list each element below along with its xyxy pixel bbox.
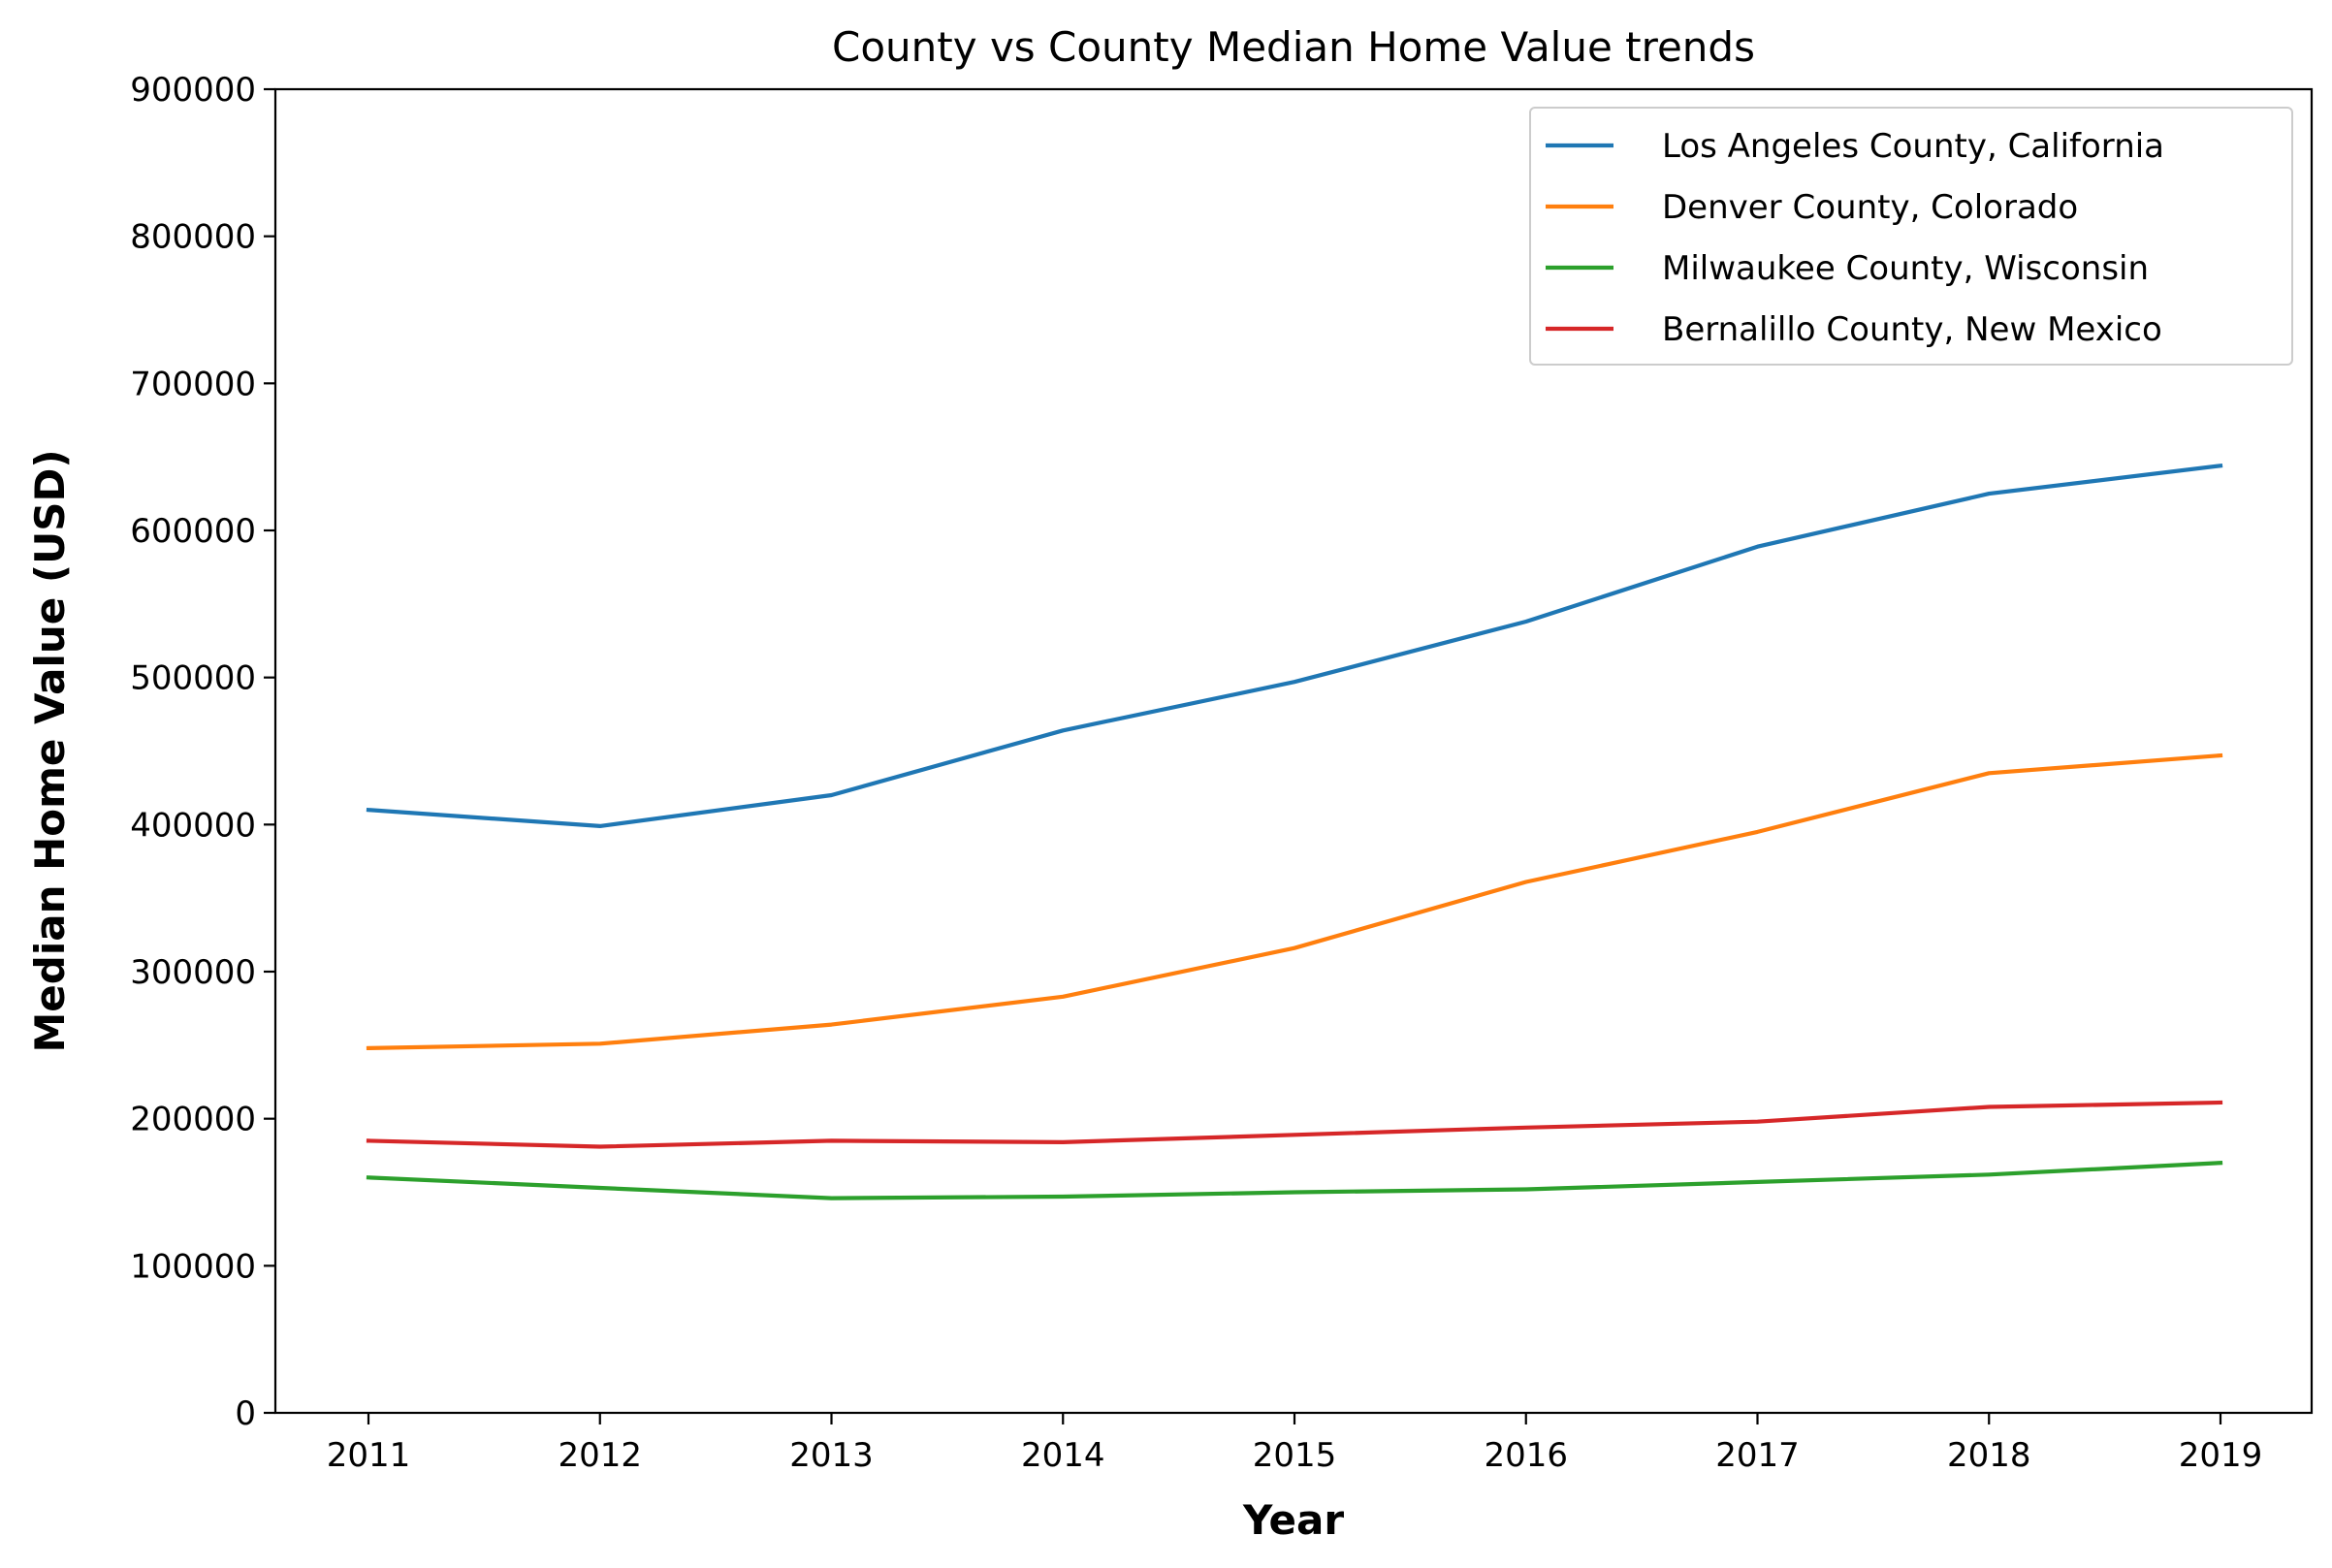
- y-tick-label: 700000: [130, 365, 256, 403]
- chart-title: County vs County Median Home Value trend…: [832, 23, 1755, 71]
- y-tick-label: 900000: [130, 71, 256, 110]
- legend-entry: Milwaukee County, Wisconsin: [1662, 249, 2149, 288]
- x-tick-label: 2012: [558, 1436, 642, 1475]
- x-tick-label: 2018: [1947, 1436, 2031, 1475]
- y-tick-label: 100000: [130, 1247, 256, 1286]
- legend-entry: Denver County, Colorado: [1662, 188, 2078, 227]
- y-tick-label: 600000: [130, 512, 256, 551]
- series-line-2: [366, 1160, 2223, 1200]
- x-tick-label: 2014: [1021, 1436, 1105, 1475]
- x-tick-label: 2015: [1253, 1436, 1337, 1475]
- series-line-3: [366, 1100, 2223, 1149]
- legend-box: [1529, 107, 2293, 366]
- x-tick-label: 2017: [1715, 1436, 1800, 1475]
- legend: Los Angeles County, California Denver Cou…: [1529, 107, 2293, 366]
- series-group: [366, 463, 2223, 1200]
- y-axis-label: Median Home Value (USD): [26, 449, 74, 1052]
- x-tick-label: 2019: [2179, 1436, 2263, 1475]
- legend-entry: Los Angeles County, California: [1662, 127, 2164, 166]
- y-tick-label: 400000: [130, 806, 256, 845]
- series-line-1: [366, 752, 2223, 1051]
- y-tick-label: 0: [235, 1394, 256, 1433]
- x-tick-label: 2013: [789, 1436, 874, 1475]
- series-line-0: [366, 463, 2223, 829]
- x-tick-label: 2011: [327, 1436, 411, 1475]
- y-axis: 0 100000 200000 300000 400000 500000 600000 700…: [130, 71, 275, 1433]
- y-tick-label: 500000: [130, 659, 256, 698]
- x-axis: 2011 2012 2013 2014 2015 2016 2017 2018 2019: [327, 1413, 2263, 1475]
- y-tick-label: 200000: [130, 1101, 256, 1139]
- x-tick-label: 2016: [1484, 1436, 1568, 1475]
- x-axis-label: Year: [1242, 1496, 1344, 1544]
- y-tick-label: 300000: [130, 953, 256, 992]
- y-tick-label: 800000: [130, 218, 256, 257]
- legend-entry: Bernalillo County, New Mexico: [1662, 310, 2162, 349]
